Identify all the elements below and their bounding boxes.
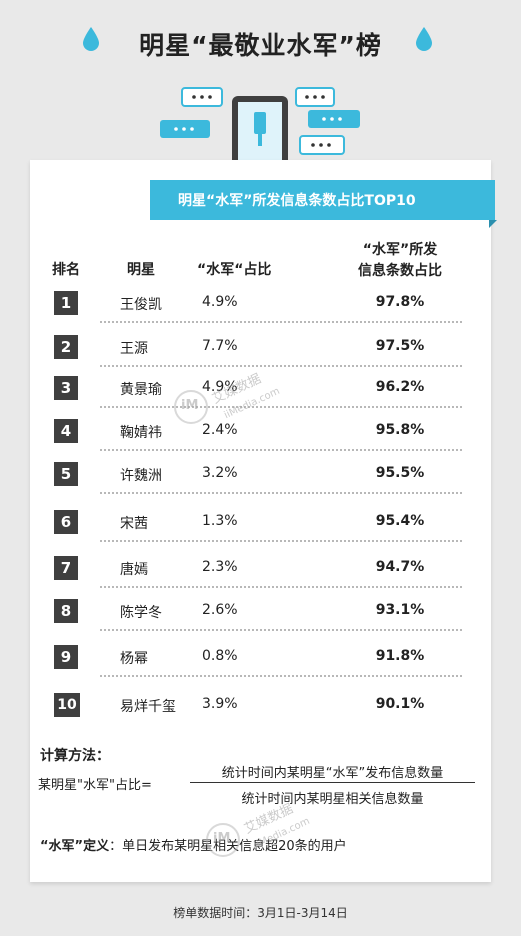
rank-badge: 4: [54, 419, 78, 443]
chat-bubble-icon: [181, 87, 223, 107]
header-rank: 排名: [52, 262, 80, 278]
phone-icon: [232, 96, 288, 166]
ratio-value: 4.9%: [202, 294, 238, 310]
watermark-logo-text: iM: [181, 398, 199, 413]
star-name: 许魏洲: [120, 468, 162, 484]
banner-fold: [489, 220, 497, 228]
water-drop-icon: [416, 27, 432, 51]
rank-badge: 10: [54, 693, 80, 717]
table-row: 8 陈学冬 2.6% 93.1%: [52, 599, 462, 643]
star-name: 黄景瑜: [120, 382, 162, 398]
watermark-logo-text: iM: [213, 831, 231, 846]
calc-title: 计算方法：: [40, 748, 110, 764]
ratio-value: 4.9%: [202, 379, 238, 395]
star-name: 陈学冬: [120, 605, 162, 621]
pct-value: 91.8%: [375, 648, 425, 664]
rank-badge: 8: [54, 599, 78, 623]
table-row: 3 黄景瑜 4.9% 96.2%: [52, 376, 462, 420]
star-name: 王俊凯: [120, 297, 162, 313]
table-row: 9 杨幂 0.8% 91.8%: [52, 645, 462, 689]
table-row: 10 易烊千玺 3.9% 90.1%: [52, 693, 462, 737]
chat-bubble-icon: [160, 120, 210, 138]
rank-badge: 5: [54, 462, 78, 486]
ratio-value: 3.9%: [202, 696, 238, 712]
pct-value: 96.2%: [375, 379, 425, 395]
header-pct: “水军”所发 信息条数占比: [340, 240, 460, 282]
calc-lhs: 某明星"水军"占比=: [38, 778, 152, 793]
phone-illustration: [160, 87, 360, 166]
star-name: 王源: [120, 341, 148, 357]
row-divider: [100, 492, 462, 494]
chat-bubble-icon: [308, 110, 360, 128]
star-name: 易烊千玺: [120, 699, 176, 715]
definition: “水军”定义：单日发布某明星相关信息超20条的用户: [40, 835, 347, 854]
row-divider: [100, 406, 462, 408]
table-row: 1 王俊凯 4.9% 97.8%: [52, 291, 462, 335]
footer-date: 榜单数据时间：3月1日-3月14日: [173, 906, 348, 920]
star-name: 唐嫣: [120, 562, 148, 578]
row-divider: [100, 675, 462, 677]
row-divider: [100, 586, 462, 588]
calc-numerator: 统计时间内某明星“水军”发布信息数量: [221, 766, 444, 781]
rank-badge: 7: [54, 556, 78, 580]
row-divider: [100, 365, 462, 367]
row-divider: [100, 629, 462, 631]
rank-badge: 1: [54, 291, 78, 315]
star-name: 鞠婧祎: [120, 425, 162, 441]
ratio-value: 7.7%: [202, 338, 238, 354]
table-row: 2 王源 7.7% 97.5%: [52, 335, 462, 379]
pct-value: 93.1%: [375, 602, 425, 618]
header-star: 明星: [127, 262, 155, 278]
pct-value: 97.5%: [375, 338, 425, 354]
calc-denominator: 统计时间内某明星相关信息数量: [241, 792, 424, 807]
table-row: 5 许魏洲 3.2% 95.5%: [52, 462, 462, 506]
rank-badge: 3: [54, 376, 78, 400]
row-divider: [100, 540, 462, 542]
ratio-value: 0.8%: [202, 648, 238, 664]
ratio-value: 2.6%: [202, 602, 238, 618]
ratio-value: 2.3%: [202, 559, 238, 575]
banner-tail: [489, 180, 495, 220]
fraction-line: [190, 782, 475, 783]
watermark-logo: [206, 823, 240, 857]
star-name: 宋茜: [120, 516, 148, 532]
row-divider: [100, 449, 462, 451]
header-pct-line2: 信息条数占比: [358, 263, 442, 279]
table-row: 4 鞠婧祎 2.4% 95.8%: [52, 419, 462, 463]
page-title: 明星“最敬业水军”榜: [139, 31, 382, 60]
ranking-banner: 明星“水军”所发信息条数占比TOP10: [150, 180, 489, 220]
rank-badge: 2: [54, 335, 78, 359]
table-row: 7 唐嫣 2.3% 94.7%: [52, 556, 462, 600]
ranking-card: [30, 160, 491, 882]
water-drop-icon: [83, 27, 99, 51]
ratio-value: 3.2%: [202, 465, 238, 481]
pct-value: 95.8%: [375, 422, 425, 438]
row-divider: [100, 321, 462, 323]
table-row: 6 宋茜 1.3% 95.4%: [52, 510, 462, 554]
header-pct-line1: “水军”所发: [362, 242, 438, 258]
ratio-value: 2.4%: [202, 422, 238, 438]
watermark-logo: [174, 390, 208, 424]
rank-badge: 9: [54, 645, 78, 669]
ratio-value: 1.3%: [202, 513, 238, 529]
pct-value: 90.1%: [375, 696, 425, 712]
header-ratio: “水军“占比: [197, 262, 272, 278]
pct-value: 95.5%: [375, 465, 425, 481]
chat-bubble-icon: [295, 87, 335, 107]
pct-value: 97.8%: [375, 294, 425, 310]
definition-term: “水军”定义: [40, 839, 110, 854]
star-name: 杨幂: [120, 651, 148, 667]
rank-badge: 6: [54, 510, 78, 534]
pct-value: 95.4%: [375, 513, 425, 529]
pct-value: 94.7%: [375, 559, 425, 575]
chat-bubble-icon: [299, 135, 345, 155]
